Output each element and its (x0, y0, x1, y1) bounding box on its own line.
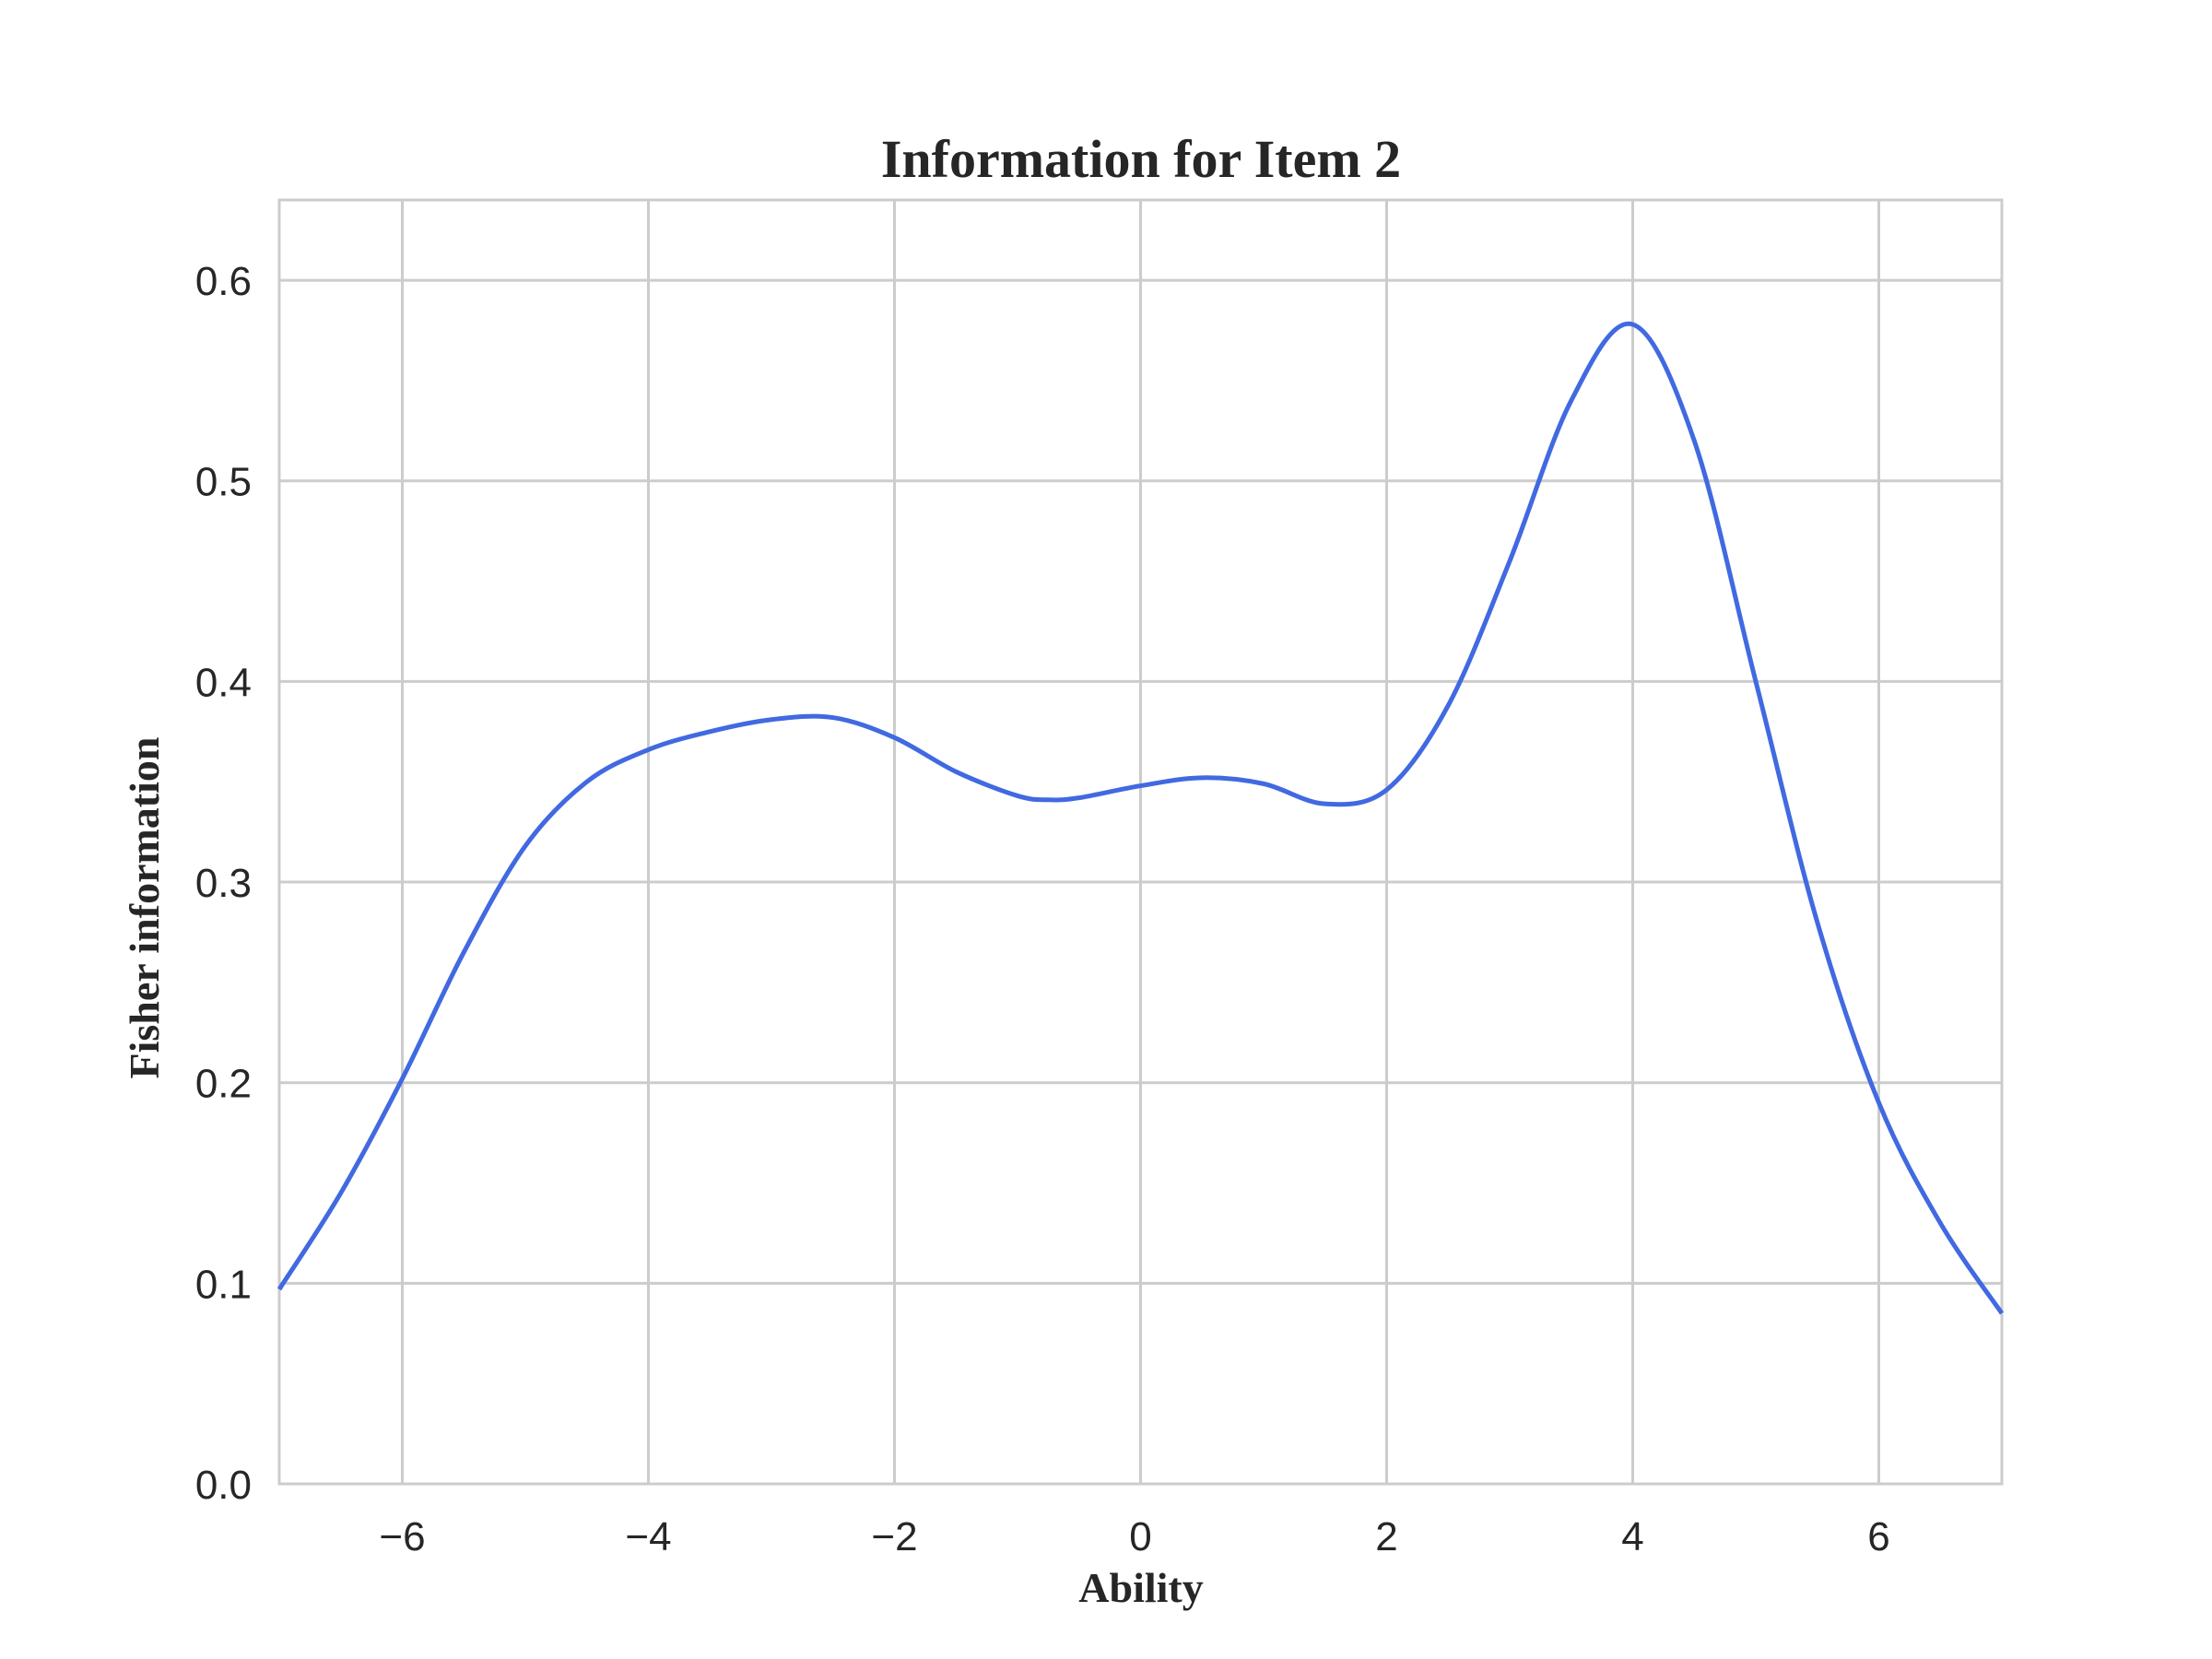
x-tick-label: −2 (871, 1514, 917, 1559)
x-tick-labels: −6 −4 −2 0 2 4 6 (379, 1514, 1889, 1559)
grid (279, 200, 2002, 1486)
y-axis-label: Fisher information (121, 737, 168, 1079)
x-tick-label: 6 (1867, 1514, 1889, 1559)
y-tick-label: 0.2 (195, 1062, 252, 1107)
y-tick-label: 0.0 (195, 1463, 252, 1508)
y-tick-label: 0.6 (195, 259, 252, 304)
series-layer (276, 321, 2005, 1315)
y-tick-label: 0.4 (195, 660, 252, 705)
x-tick-label: 0 (1129, 1514, 1151, 1559)
y-tick-labels: 0.0 0.1 0.2 0.3 0.4 0.5 0.6 (195, 259, 252, 1508)
x-tick-label: 4 (1621, 1514, 1643, 1559)
x-tick-label: −6 (379, 1514, 425, 1559)
plot-frame (277, 198, 2004, 1486)
y-tick-label: 0.3 (195, 861, 252, 906)
x-tick-label: −4 (625, 1514, 671, 1559)
y-tick-label: 0.5 (195, 460, 252, 505)
x-axis-label: Ability (1078, 1564, 1203, 1611)
information-curve-line (276, 321, 2005, 1315)
chart-title: Information for Item 2 (881, 129, 1401, 189)
y-tick-label: 0.1 (195, 1262, 252, 1307)
x-tick-label: 2 (1375, 1514, 1397, 1559)
